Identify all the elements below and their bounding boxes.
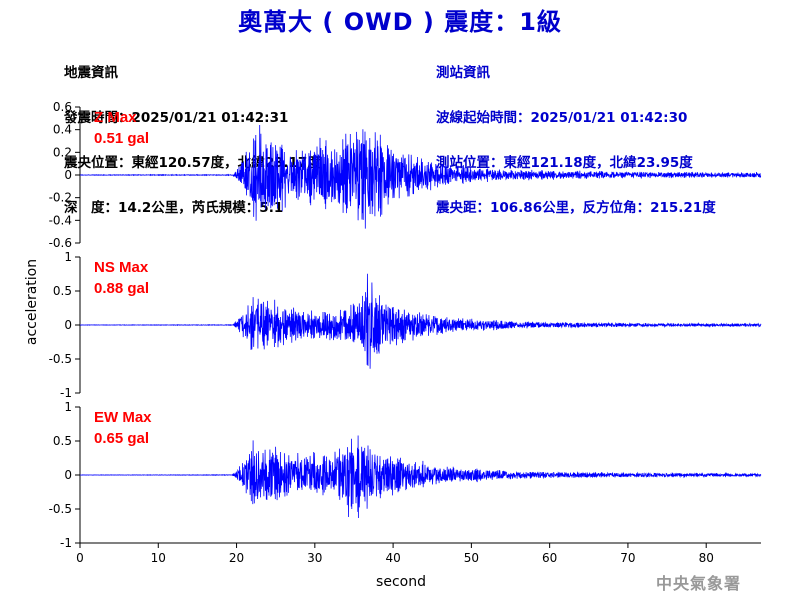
max-value-ew: 0.65 gal <box>94 430 149 447</box>
y-tick-label: 0 <box>64 168 72 182</box>
max-value-z: 0.51 gal <box>94 130 149 147</box>
waveform-trace-ns <box>79 273 762 369</box>
x-tick-label: 10 <box>151 551 166 565</box>
y-tick-label: 0 <box>64 468 72 482</box>
y-tick-label: 0 <box>64 318 72 332</box>
y-axis-label: acceleration <box>24 259 40 345</box>
agency-logo-text: 中央氣象署 <box>656 574 742 593</box>
x-tick-label: 70 <box>620 551 635 565</box>
chart-title: 奧萬大 ( OWD ) 震度：1級 <box>238 8 562 36</box>
y-tick-label: 0.5 <box>53 434 72 448</box>
x-tick-label: 30 <box>307 551 322 565</box>
y-tick-label: -0.6 <box>49 236 72 250</box>
x-axis-label: second <box>376 574 426 590</box>
x-tick-label: 60 <box>542 551 557 565</box>
max-label-ew: EW Max <box>94 409 152 426</box>
x-tick-label: 20 <box>229 551 244 565</box>
y-tick-label: 0.4 <box>53 123 72 137</box>
event-info: 地震資訊 發震時間：2025/01/21 01:42:31 震央位置：東經120… <box>64 36 321 231</box>
y-tick-label: 1 <box>64 400 72 414</box>
y-tick-label: -1 <box>60 386 72 400</box>
event-info-heading: 地震資訊 <box>64 65 118 81</box>
distance-azimuth: 震央距：106.86公里，反方位角：215.21度 <box>436 200 716 216</box>
waveform-trace-z <box>79 124 762 229</box>
depth-magnitude: 深 度：14.2公里，芮氏規模：5.1 <box>64 200 284 216</box>
epicenter-location: 震央位置：東經120.57度，北緯23.17度 <box>64 155 321 171</box>
y-tick-label: -0.4 <box>49 213 72 227</box>
x-tick-label: 80 <box>699 551 714 565</box>
max-label-ns: NS Max <box>94 259 149 276</box>
y-tick-label: -1 <box>60 536 72 550</box>
station-location: 測站位置：東經121.18度，北緯23.95度 <box>436 155 693 171</box>
wave-start-time: 波線起始時間：2025/01/21 01:42:30 <box>436 110 688 126</box>
y-tick-label: -0.2 <box>49 191 72 205</box>
x-tick-label: 0 <box>76 551 84 565</box>
y-tick-label: 0.6 <box>53 100 72 114</box>
x-tick-label: 50 <box>464 551 479 565</box>
x-tick-label: 40 <box>385 551 400 565</box>
y-tick-label: 0.5 <box>53 284 72 298</box>
y-tick-label: 0.2 <box>53 145 72 159</box>
max-label-z: Z Max <box>94 109 137 126</box>
y-tick-label: -0.5 <box>49 352 72 366</box>
waveform-trace-ew <box>79 435 762 519</box>
station-info: 測站資訊 波線起始時間：2025/01/21 01:42:30 測站位置：東經1… <box>436 36 716 231</box>
origin-time: 發震時間：2025/01/21 01:42:31 <box>64 110 289 126</box>
max-value-ns: 0.88 gal <box>94 280 149 297</box>
station-info-heading: 測站資訊 <box>436 65 490 81</box>
y-tick-label: 1 <box>64 250 72 264</box>
y-tick-label: -0.5 <box>49 502 72 516</box>
